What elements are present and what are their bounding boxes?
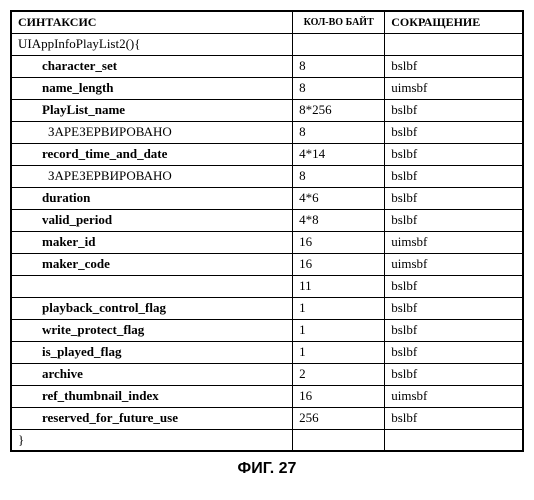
- syntax-table: СИНТАКСИС КОЛ-ВО БАЙТ СОКРАЩЕНИЕ UIAppIn…: [10, 10, 524, 452]
- abbr-cell: [385, 429, 523, 451]
- table-row: valid_period4*8bslbf: [11, 209, 523, 231]
- bytes-cell: 8: [293, 55, 385, 77]
- table-row: ЗАРЕЗЕРВИРОВАНО8bslbf: [11, 165, 523, 187]
- abbr-cell: uimsbf: [385, 231, 523, 253]
- syntax-cell: ЗАРЕЗЕРВИРОВАНО: [11, 121, 293, 143]
- bytes-cell: 8: [293, 121, 385, 143]
- syntax-cell: maker_id: [11, 231, 293, 253]
- bytes-cell: 1: [293, 297, 385, 319]
- figure-caption: ФИГ. 27: [10, 460, 524, 478]
- bytes-cell: 2: [293, 363, 385, 385]
- bytes-cell: [293, 33, 385, 55]
- bytes-cell: 16: [293, 231, 385, 253]
- bytes-cell: 11: [293, 275, 385, 297]
- abbr-cell: bslbf: [385, 55, 523, 77]
- table-row: archive2bslbf: [11, 363, 523, 385]
- bytes-cell: 4*6: [293, 187, 385, 209]
- bytes-cell: 256: [293, 407, 385, 429]
- syntax-cell: ref_thumbnail_index: [11, 385, 293, 407]
- abbr-cell: bslbf: [385, 297, 523, 319]
- abbr-cell: bslbf: [385, 209, 523, 231]
- syntax-cell: ЗАРЕЗЕРВИРОВАНО: [11, 165, 293, 187]
- bytes-cell: 8*256: [293, 99, 385, 121]
- abbr-cell: bslbf: [385, 319, 523, 341]
- table-row: ЗАРЕЗЕРВИРОВАНО8bslbf: [11, 121, 523, 143]
- header-bytes: КОЛ-ВО БАЙТ: [293, 11, 385, 33]
- syntax-cell: [11, 275, 293, 297]
- table-row: maker_id16uimsbf: [11, 231, 523, 253]
- abbr-cell: bslbf: [385, 275, 523, 297]
- table-row: duration4*6bslbf: [11, 187, 523, 209]
- table-row: character_set8bslbf: [11, 55, 523, 77]
- table-row: ref_thumbnail_index16uimsbf: [11, 385, 523, 407]
- abbr-cell: bslbf: [385, 187, 523, 209]
- header-syntax: СИНТАКСИС: [11, 11, 293, 33]
- abbr-cell: bslbf: [385, 143, 523, 165]
- bytes-cell: 4*8: [293, 209, 385, 231]
- syntax-cell: name_length: [11, 77, 293, 99]
- syntax-cell: }: [11, 429, 293, 451]
- syntax-cell: valid_period: [11, 209, 293, 231]
- bytes-cell: 8: [293, 165, 385, 187]
- bytes-cell: 16: [293, 385, 385, 407]
- table-header-row: СИНТАКСИС КОЛ-ВО БАЙТ СОКРАЩЕНИЕ: [11, 11, 523, 33]
- abbr-cell: bslbf: [385, 363, 523, 385]
- abbr-cell: bslbf: [385, 407, 523, 429]
- syntax-cell: character_set: [11, 55, 293, 77]
- syntax-cell: archive: [11, 363, 293, 385]
- syntax-cell: reserved_for_future_use: [11, 407, 293, 429]
- syntax-cell: playback_control_flag: [11, 297, 293, 319]
- table-row: is_played_flag1bslbf: [11, 341, 523, 363]
- table-row: 11bslbf: [11, 275, 523, 297]
- syntax-cell: PlayList_name: [11, 99, 293, 121]
- bytes-cell: 1: [293, 319, 385, 341]
- table-row: UIAppInfoPlayList2(){: [11, 33, 523, 55]
- bytes-cell: 4*14: [293, 143, 385, 165]
- table-row: maker_code16uimsbf: [11, 253, 523, 275]
- syntax-cell: UIAppInfoPlayList2(){: [11, 33, 293, 55]
- table-row: record_time_and_date4*14bslbf: [11, 143, 523, 165]
- table-row: PlayList_name8*256bslbf: [11, 99, 523, 121]
- table-row: }: [11, 429, 523, 451]
- table-row: name_length8uimsbf: [11, 77, 523, 99]
- abbr-cell: uimsbf: [385, 385, 523, 407]
- syntax-cell: maker_code: [11, 253, 293, 275]
- syntax-cell: record_time_and_date: [11, 143, 293, 165]
- bytes-cell: 8: [293, 77, 385, 99]
- abbr-cell: bslbf: [385, 99, 523, 121]
- abbr-cell: bslbf: [385, 341, 523, 363]
- table-row: reserved_for_future_use256bslbf: [11, 407, 523, 429]
- abbr-cell: uimsbf: [385, 253, 523, 275]
- bytes-cell: 16: [293, 253, 385, 275]
- abbr-cell: bslbf: [385, 121, 523, 143]
- abbr-cell: bslbf: [385, 165, 523, 187]
- syntax-cell: duration: [11, 187, 293, 209]
- abbr-cell: [385, 33, 523, 55]
- abbr-cell: uimsbf: [385, 77, 523, 99]
- bytes-cell: 1: [293, 341, 385, 363]
- header-abbr: СОКРАЩЕНИЕ: [385, 11, 523, 33]
- bytes-cell: [293, 429, 385, 451]
- syntax-cell: is_played_flag: [11, 341, 293, 363]
- syntax-cell: write_protect_flag: [11, 319, 293, 341]
- table-row: write_protect_flag1bslbf: [11, 319, 523, 341]
- table-row: playback_control_flag1bslbf: [11, 297, 523, 319]
